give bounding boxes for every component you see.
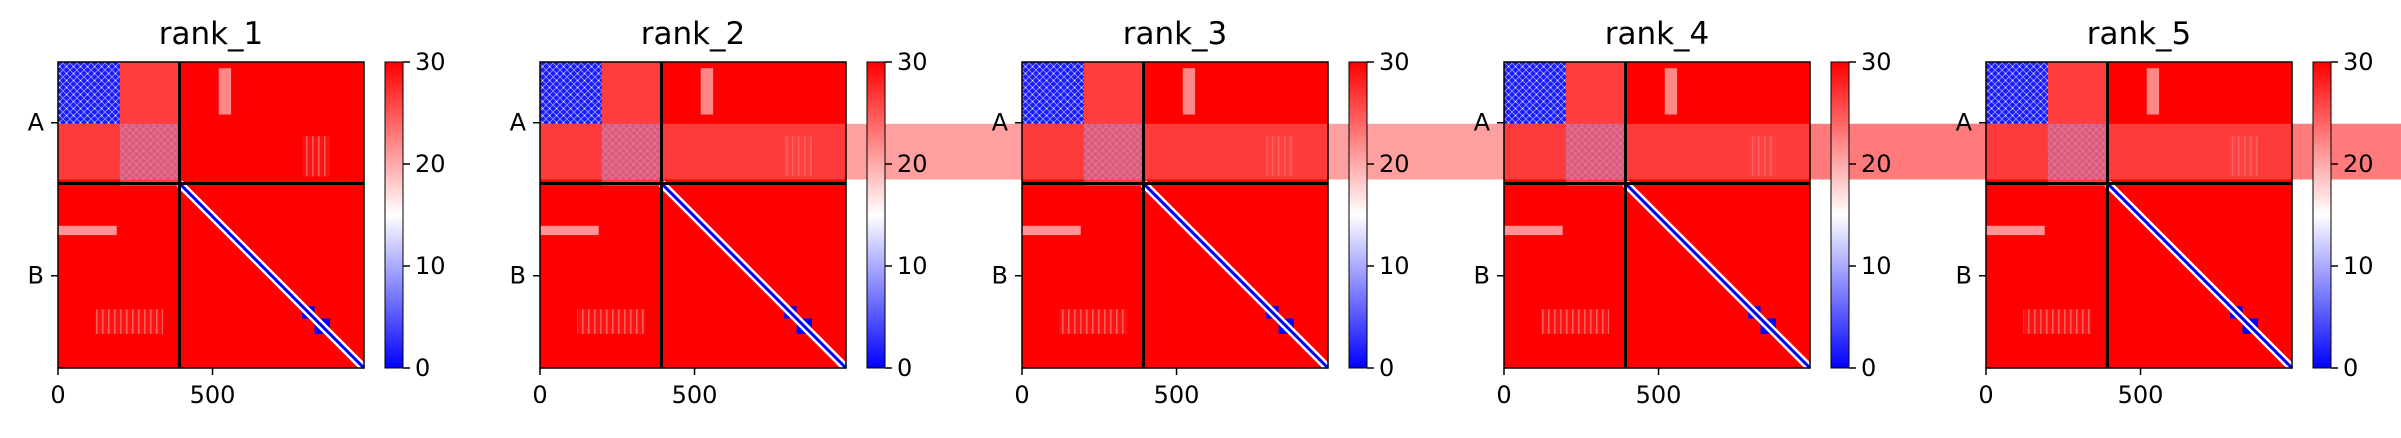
colorbar [1348, 61, 1368, 369]
colorbar-tick-label: 10 [897, 252, 928, 280]
offdiag-stripes-lower [95, 309, 164, 334]
y-tick-label: A [1474, 109, 1491, 137]
low-error-block [1022, 62, 1084, 124]
colorbar-tick-label: 0 [2343, 354, 2358, 382]
offdiag-stripes-lower [1541, 309, 1610, 334]
colorbar [2312, 61, 2332, 369]
x-tick-label: 0 [50, 381, 65, 409]
y-tick-label: A [992, 109, 1009, 137]
plot-frame [57, 61, 365, 369]
colorbar-tick-label: 20 [897, 150, 928, 178]
diagonal-line [660, 182, 848, 370]
panel-rank_5: rank_5 A B 0 500 0 10 20 30 [1956, 16, 2401, 409]
chart-title: rank_3 [1123, 16, 1228, 52]
diagonal-line [1142, 182, 1330, 370]
colorbar [866, 61, 886, 369]
y-tick-label: B [992, 262, 1008, 290]
y-tick-label: B [28, 262, 44, 290]
colorbar-tick-label: 0 [1379, 354, 1394, 382]
low-error-block [1504, 62, 1566, 124]
x-tick-label: 0 [1978, 381, 1993, 409]
low-error-block [1986, 62, 2048, 124]
offdiag-light-band [1664, 68, 1678, 115]
offdiag-stripes-lower [1059, 309, 1128, 334]
colorbar-tick-label: 0 [415, 354, 430, 382]
mid-error-block [2047, 62, 2108, 186]
plot-frame [1503, 61, 1811, 369]
colorbar-tick-label: 20 [2343, 150, 2374, 178]
diagonal-line [1624, 182, 1812, 370]
plot-frame [1021, 61, 1329, 369]
colorbar-tick-label: 30 [1861, 48, 1892, 76]
y-tick-label: A [1956, 109, 1973, 137]
chart-title: rank_5 [2087, 16, 2192, 52]
colorbar-tick-label: 10 [2343, 252, 2374, 280]
colorbar-tick-label: 20 [415, 150, 446, 178]
offdiag-light-band-b [1022, 225, 1081, 236]
low-error-block [58, 62, 120, 124]
y-tick-label: A [510, 109, 527, 137]
colorbar-tick-label: 10 [1861, 252, 1892, 280]
chart-title: rank_1 [159, 16, 264, 52]
chart-title: rank_4 [1605, 16, 1710, 52]
x-tick-label: 500 [2118, 381, 2164, 409]
colorbar-tick-label: 30 [1379, 48, 1410, 76]
mid-error-block [119, 62, 180, 186]
x-tick-label: 0 [532, 381, 547, 409]
offdiag-light-band [2146, 68, 2160, 115]
y-tick-label: B [1956, 262, 1972, 290]
colorbar-tick-label: 20 [1379, 150, 1410, 178]
offdiag-light-band [700, 68, 714, 115]
offdiag-light-band [1182, 68, 1196, 115]
y-tick-label: B [1474, 262, 1490, 290]
colorbar-tick-label: 0 [1861, 354, 1876, 382]
x-tick-label: 0 [1496, 381, 1511, 409]
offdiag-stripes-lower [577, 309, 646, 334]
colorbar-tick-label: 0 [897, 354, 912, 382]
x-tick-label: 500 [1154, 381, 1200, 409]
colorbar-tick-label: 10 [1379, 252, 1410, 280]
colorbar-tick-label: 30 [897, 48, 928, 76]
colorbar [1830, 61, 1850, 369]
x-tick-label: 500 [672, 381, 718, 409]
mid-error-block [601, 62, 662, 186]
offdiag-light-band-b [58, 225, 117, 236]
colorbar-tick-label: 10 [415, 252, 446, 280]
colorbar [384, 61, 404, 369]
plot-frame [1985, 61, 2293, 369]
chart-title: rank_2 [641, 16, 746, 52]
panel-rank_4: rank_4 A B 0 500 0 10 20 30 [1474, 16, 2401, 409]
x-tick-label: 500 [190, 381, 236, 409]
offdiag-stripes-upper [302, 136, 330, 177]
y-tick-label: A [28, 109, 45, 137]
offdiag-stripes-lower [2023, 309, 2092, 334]
colorbar-tick-label: 30 [415, 48, 446, 76]
diagonal-line [178, 182, 366, 370]
plot-frame [539, 61, 847, 369]
x-tick-label: 500 [1636, 381, 1682, 409]
panel-rank_1: rank_1 A B 0 500 0 10 20 30 [28, 16, 446, 409]
colorbar-tick-label: 30 [2343, 48, 2374, 76]
offdiag-light-band [218, 68, 232, 115]
diagonal-line [2106, 182, 2294, 370]
offdiag-light-band-b [1504, 225, 1563, 236]
y-tick-label: B [510, 262, 526, 290]
mid-error-block [1083, 62, 1144, 186]
colorbar-tick-label: 20 [1861, 150, 1892, 178]
offdiag-light-band-b [1986, 225, 2045, 236]
mid-error-block [1565, 62, 1626, 186]
low-error-block [540, 62, 602, 124]
panel-rank_2: rank_2 A B 0 500 0 10 20 30 [510, 16, 1142, 409]
x-tick-label: 0 [1014, 381, 1029, 409]
offdiag-light-band-b [540, 225, 599, 236]
